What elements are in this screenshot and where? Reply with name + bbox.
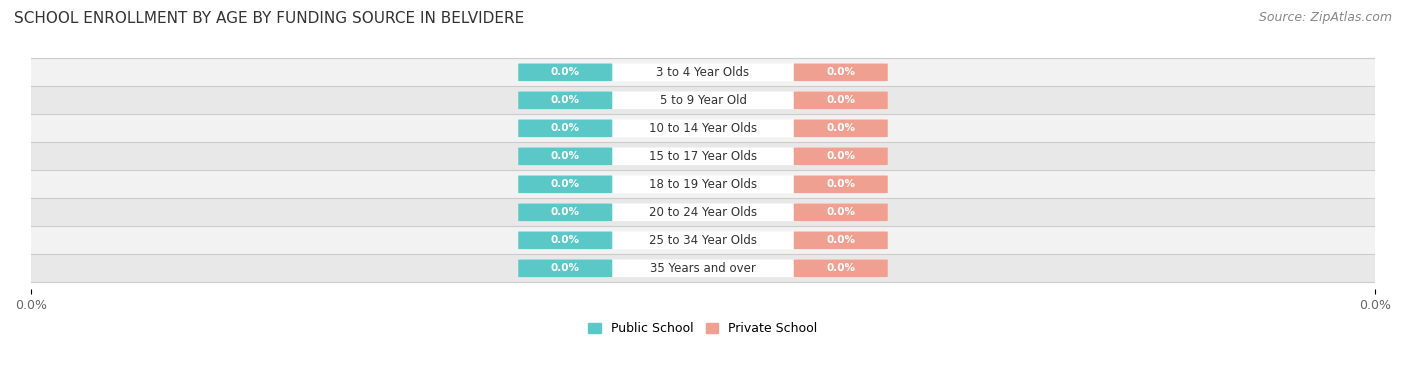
FancyBboxPatch shape: [519, 92, 612, 109]
Bar: [31, 86, 1375, 114]
Bar: [31, 198, 1375, 226]
Bar: [31, 226, 1375, 254]
FancyBboxPatch shape: [519, 92, 887, 109]
FancyBboxPatch shape: [519, 204, 612, 221]
Text: 0.0%: 0.0%: [827, 67, 855, 77]
FancyBboxPatch shape: [794, 175, 887, 193]
FancyBboxPatch shape: [519, 147, 887, 165]
FancyBboxPatch shape: [519, 120, 887, 137]
Legend: Public School, Private School: Public School, Private School: [588, 322, 818, 335]
FancyBboxPatch shape: [519, 175, 612, 193]
FancyBboxPatch shape: [519, 259, 887, 277]
Bar: [31, 58, 1375, 86]
Bar: [31, 254, 1375, 282]
FancyBboxPatch shape: [519, 231, 887, 249]
FancyBboxPatch shape: [794, 63, 887, 81]
Text: 35 Years and over: 35 Years and over: [650, 262, 756, 275]
Text: SCHOOL ENROLLMENT BY AGE BY FUNDING SOURCE IN BELVIDERE: SCHOOL ENROLLMENT BY AGE BY FUNDING SOUR…: [14, 11, 524, 26]
Text: 0.0%: 0.0%: [827, 179, 855, 189]
FancyBboxPatch shape: [519, 204, 887, 221]
Text: 0.0%: 0.0%: [827, 95, 855, 105]
Bar: [31, 114, 1375, 142]
FancyBboxPatch shape: [519, 175, 887, 193]
FancyBboxPatch shape: [794, 259, 887, 277]
Text: 0.0%: 0.0%: [551, 123, 579, 133]
Text: 20 to 24 Year Olds: 20 to 24 Year Olds: [650, 206, 756, 219]
FancyBboxPatch shape: [519, 147, 612, 165]
FancyBboxPatch shape: [794, 92, 887, 109]
FancyBboxPatch shape: [519, 63, 612, 81]
FancyBboxPatch shape: [519, 63, 887, 81]
Text: 0.0%: 0.0%: [827, 263, 855, 273]
Text: 0.0%: 0.0%: [551, 263, 579, 273]
Text: 0.0%: 0.0%: [551, 235, 579, 245]
Text: Source: ZipAtlas.com: Source: ZipAtlas.com: [1258, 11, 1392, 24]
Text: 3 to 4 Year Olds: 3 to 4 Year Olds: [657, 66, 749, 79]
Text: 0.0%: 0.0%: [551, 179, 579, 189]
FancyBboxPatch shape: [519, 120, 612, 137]
Text: 18 to 19 Year Olds: 18 to 19 Year Olds: [650, 178, 756, 191]
Text: 25 to 34 Year Olds: 25 to 34 Year Olds: [650, 234, 756, 247]
Text: 0.0%: 0.0%: [827, 235, 855, 245]
Text: 15 to 17 Year Olds: 15 to 17 Year Olds: [650, 150, 756, 163]
FancyBboxPatch shape: [794, 204, 887, 221]
Text: 0.0%: 0.0%: [551, 151, 579, 161]
Text: 0.0%: 0.0%: [551, 95, 579, 105]
Text: 0.0%: 0.0%: [827, 123, 855, 133]
Text: 0.0%: 0.0%: [827, 151, 855, 161]
Text: 5 to 9 Year Old: 5 to 9 Year Old: [659, 94, 747, 107]
FancyBboxPatch shape: [519, 259, 612, 277]
Text: 10 to 14 Year Olds: 10 to 14 Year Olds: [650, 122, 756, 135]
Text: 0.0%: 0.0%: [827, 207, 855, 217]
FancyBboxPatch shape: [794, 231, 887, 249]
FancyBboxPatch shape: [794, 147, 887, 165]
FancyBboxPatch shape: [519, 231, 612, 249]
Text: 0.0%: 0.0%: [551, 207, 579, 217]
FancyBboxPatch shape: [794, 120, 887, 137]
Text: 0.0%: 0.0%: [551, 67, 579, 77]
Bar: [31, 142, 1375, 170]
Bar: [31, 170, 1375, 198]
